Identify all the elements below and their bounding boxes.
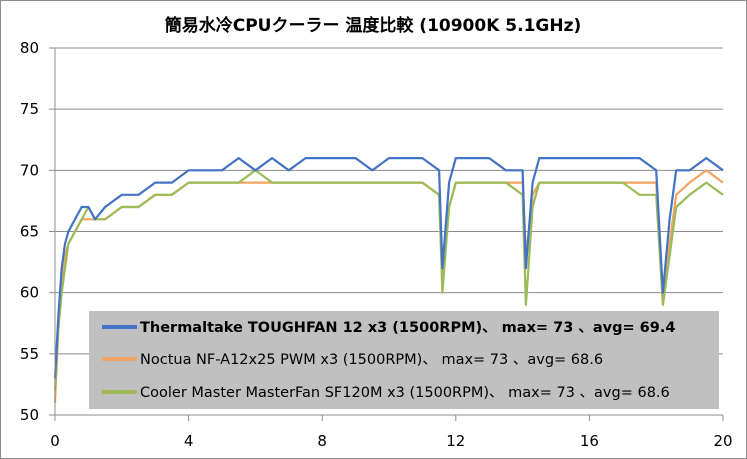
- x-tick-label: 0: [50, 432, 60, 450]
- axes: [49, 47, 724, 421]
- legend: Thermaltake TOUGHFAN 12 x3 (1500RPM)、 ma…: [89, 311, 719, 409]
- series-lines: [53, 157, 724, 403]
- legend-label-2: Cooler Master MasterFan SF120M x3 (1500R…: [140, 385, 670, 401]
- x-tick-label: 16: [580, 432, 599, 450]
- y-tick-label: 75: [20, 100, 39, 118]
- y-tick-label: 80: [20, 39, 39, 57]
- x-tick-label: 12: [446, 432, 465, 450]
- series-line-2: [53, 169, 724, 391]
- x-tick-label: 4: [184, 432, 194, 450]
- series-line-0: [53, 157, 724, 379]
- y-tick-labels: 50 55 60 65 70 75 80: [20, 39, 39, 424]
- legend-label-1: Noctua NF-A12x25 PWM x3 (1500RPM)、 max= …: [140, 352, 603, 368]
- x-tick-labels: 0 4 8 12 16 20: [50, 432, 732, 450]
- y-tick-label: 60: [20, 284, 39, 302]
- x-tick-label: 20: [713, 432, 732, 450]
- y-tick-label: 50: [20, 406, 39, 424]
- legend-box: [89, 311, 719, 409]
- y-tick-label: 70: [20, 161, 39, 179]
- x-tick-label: 8: [317, 432, 327, 450]
- legend-label-0: Thermaltake TOUGHFAN 12 x3 (1500RPM)、 ma…: [140, 320, 675, 336]
- y-tick-label: 55: [20, 345, 39, 363]
- y-tick-label: 65: [20, 223, 39, 241]
- chart-title: 簡易水冷CPUクーラー 温度比較 (10900K 5.1GHz): [164, 15, 582, 36]
